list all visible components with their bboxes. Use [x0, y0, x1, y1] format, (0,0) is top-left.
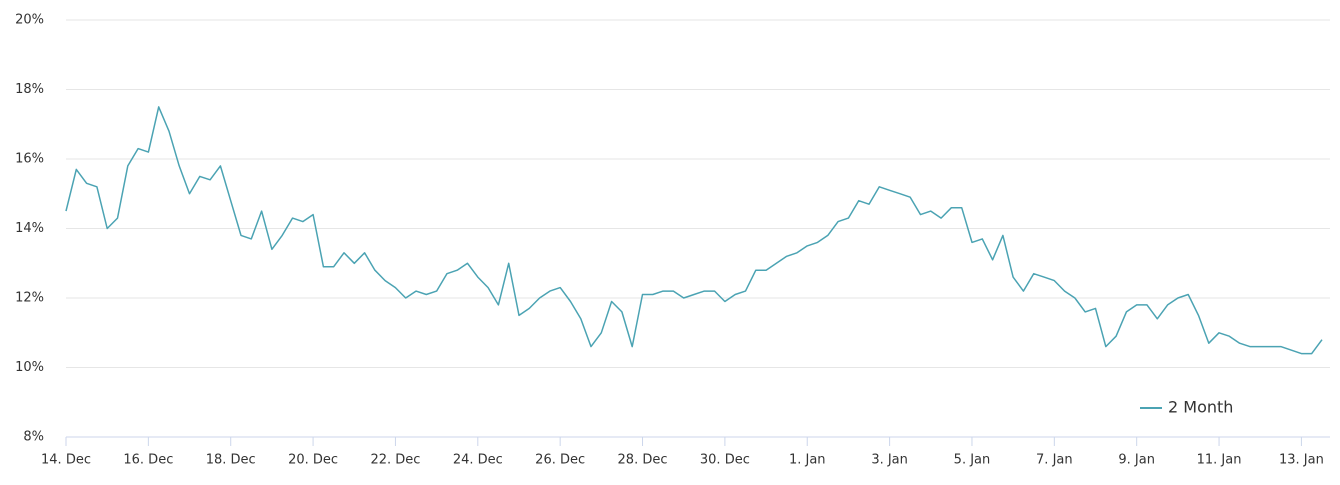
x-tick-label: 18. Dec — [206, 453, 256, 468]
y-tick-label: 14% — [15, 221, 44, 236]
x-tick-label: 24. Dec — [453, 453, 503, 468]
x-tick-label: 13. Jan — [1279, 453, 1324, 468]
x-tick-label: 11. Jan — [1197, 453, 1242, 468]
x-tick-label: 9. Jan — [1118, 453, 1155, 468]
x-tick-label: 7. Jan — [1036, 453, 1073, 468]
x-tick-label: 1. Jan — [789, 453, 826, 468]
x-tick-label: 14. Dec — [41, 453, 91, 468]
x-tick-label: 22. Dec — [370, 453, 420, 468]
x-tick-label: 20. Dec — [288, 453, 338, 468]
y-tick-label: 18% — [15, 82, 44, 97]
legend-label: 2 Month — [1168, 398, 1233, 417]
y-tick-label: 10% — [15, 360, 44, 375]
x-tick-label: 26. Dec — [535, 453, 585, 468]
y-tick-label: 20% — [15, 13, 44, 28]
x-tick-label: 28. Dec — [618, 453, 668, 468]
y-tick-label: 16% — [15, 152, 44, 167]
x-tick-label: 16. Dec — [123, 453, 173, 468]
y-tick-label: 8% — [23, 430, 44, 445]
x-tick-label: 30. Dec — [700, 453, 750, 468]
x-tick-label: 3. Jan — [871, 453, 908, 468]
y-tick-label: 12% — [15, 291, 44, 306]
series-line — [65, 106, 1323, 355]
x-tick-label: 5. Jan — [954, 453, 991, 468]
